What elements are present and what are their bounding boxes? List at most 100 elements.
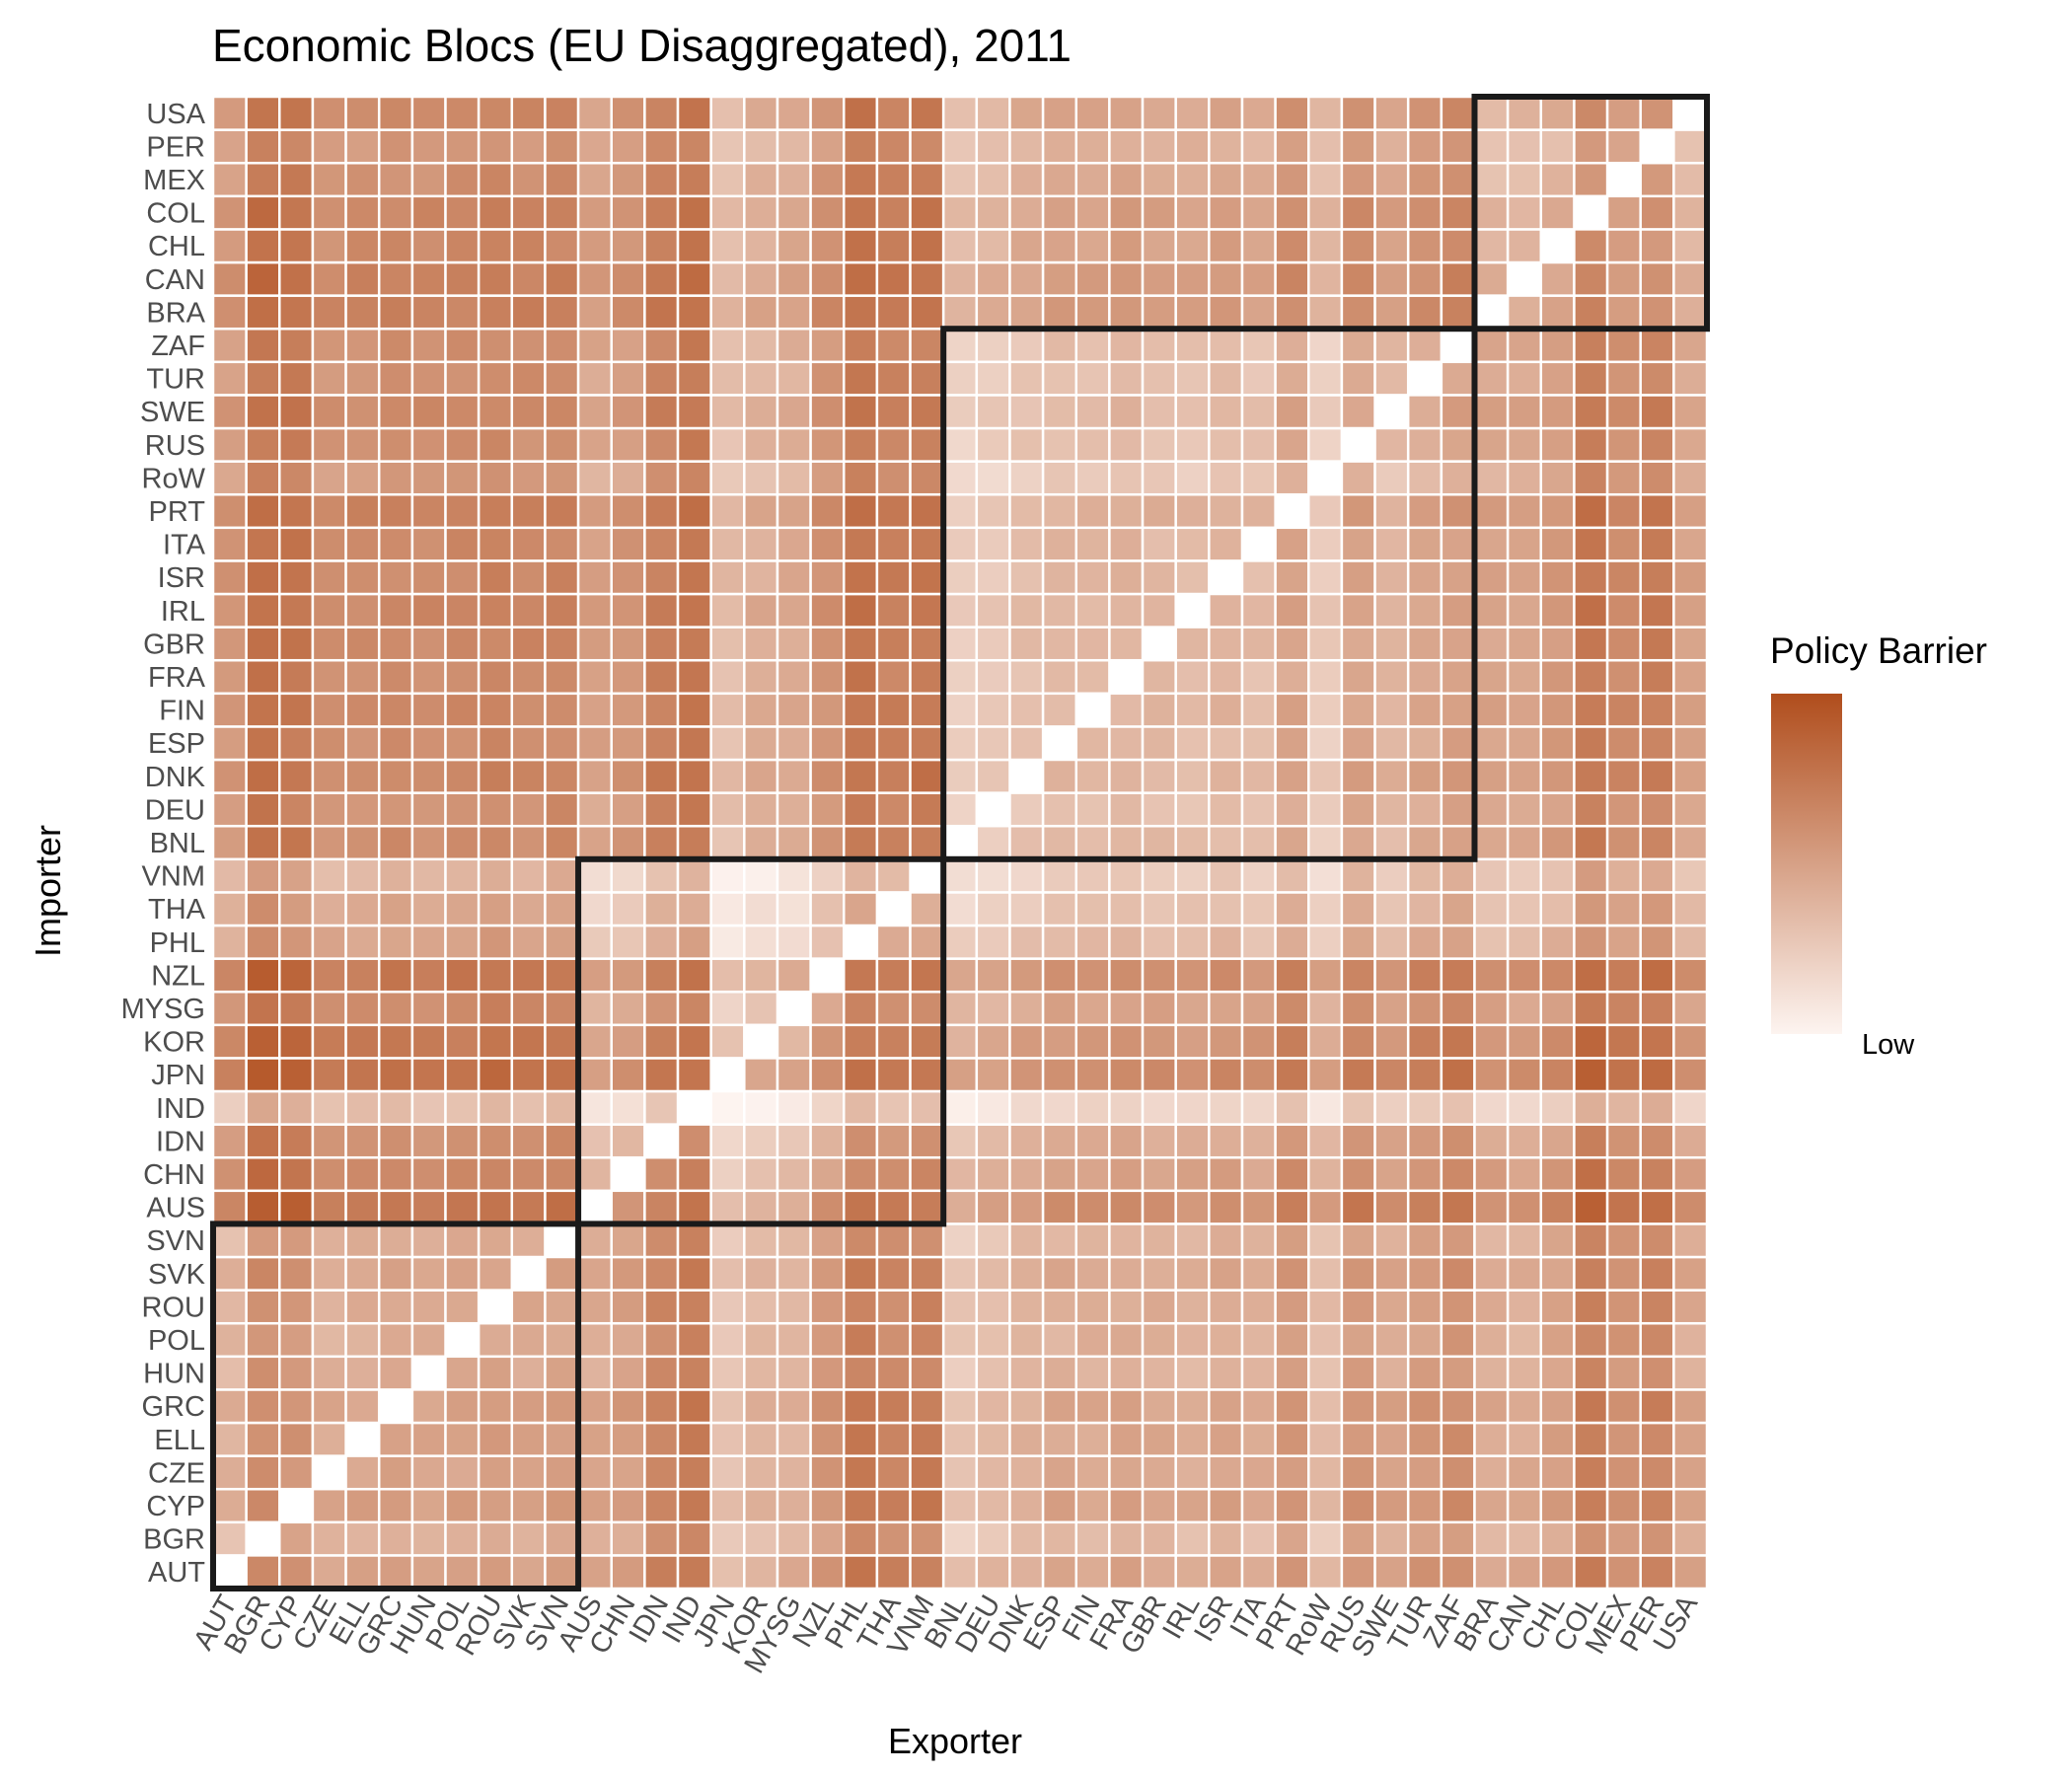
- heatmap-cell: [1041, 327, 1077, 364]
- heatmap-cell: [1373, 360, 1410, 397]
- heatmap-cell: [975, 128, 1011, 165]
- heatmap-cell: [909, 460, 945, 496]
- heatmap-cell: [1639, 460, 1675, 496]
- heatmap-cell: [1539, 1189, 1576, 1225]
- heatmap-cell: [909, 1089, 945, 1126]
- heatmap-cell: [1639, 725, 1675, 762]
- heatmap-cell: [444, 924, 481, 960]
- heatmap-cell: [444, 360, 481, 397]
- heatmap-cell: [1473, 1189, 1510, 1225]
- heatmap-cell: [444, 128, 481, 165]
- heatmap-cell: [1208, 692, 1244, 728]
- heatmap-cell: [743, 758, 779, 794]
- heatmap-cell: [776, 228, 812, 264]
- heatmap-cell: [1141, 1289, 1177, 1325]
- heatmap-cell: [1074, 1554, 1111, 1591]
- heatmap-cell: [1506, 228, 1543, 264]
- heatmap-cell: [344, 857, 381, 894]
- heatmap-cell: [709, 1155, 746, 1193]
- legend-title: Policy Barrier: [1770, 630, 1987, 671]
- heatmap-cell: [1008, 1487, 1045, 1524]
- heatmap-cell: [1473, 1289, 1510, 1325]
- heatmap-cell: [1406, 1421, 1443, 1457]
- heatmap-cell: [776, 95, 812, 131]
- heatmap-cell: [809, 1123, 846, 1159]
- heatmap-cell: [809, 1255, 846, 1292]
- heatmap-cell: [1605, 1123, 1642, 1159]
- heatmap-cell: [743, 1321, 779, 1359]
- heatmap-cell: [311, 161, 347, 198]
- heatmap-cell: [875, 824, 912, 861]
- heatmap-cell: [676, 161, 712, 198]
- heatmap-cell: [709, 460, 746, 496]
- heatmap-cell: [1340, 626, 1376, 662]
- heatmap-cell: [1506, 294, 1543, 331]
- heatmap-cell: [311, 957, 347, 994]
- heatmap-cell: [1240, 1189, 1277, 1225]
- heatmap-cell: [1340, 228, 1376, 264]
- heatmap-cell: [1041, 559, 1077, 596]
- heatmap-cell: [1240, 327, 1277, 364]
- heatmap-cell: [941, 559, 979, 596]
- heatmap-cell: [544, 1155, 580, 1193]
- heatmap-cell: [909, 791, 945, 828]
- heatmap-cell: [875, 1520, 912, 1557]
- heatmap-cell: [1340, 1454, 1376, 1491]
- heatmap-cell: [1373, 592, 1410, 629]
- heatmap-cell: [1008, 924, 1045, 960]
- heatmap-cell: [1240, 791, 1277, 828]
- heatmap-cell: [875, 95, 912, 131]
- heatmap-cell: [245, 1321, 281, 1359]
- heatmap-cell: [1605, 1421, 1642, 1457]
- heatmap-cell: [809, 758, 846, 794]
- heatmap-cell: [1108, 1487, 1145, 1524]
- heatmap-cell: [278, 161, 315, 198]
- heatmap-cell: [776, 1421, 812, 1457]
- heatmap-cell: [1208, 1089, 1244, 1126]
- y-tick-label: RoW: [142, 463, 206, 494]
- heatmap-cell: [941, 294, 979, 331]
- heatmap-cell: [377, 1421, 414, 1457]
- y-tick-label: ELL: [154, 1425, 205, 1456]
- heatmap-cell: [344, 394, 381, 430]
- bloc-outlines: [210, 94, 1710, 1592]
- heatmap-cell: [809, 492, 846, 530]
- heatmap-cell: [1406, 128, 1443, 165]
- heatmap-cell: [245, 758, 281, 794]
- heatmap-cell: [1406, 228, 1443, 264]
- heatmap-cell: [1440, 1388, 1476, 1425]
- heatmap-cell: [1473, 658, 1510, 696]
- heatmap-cell: [1373, 128, 1410, 165]
- heatmap-cell: [510, 758, 547, 794]
- heatmap-cell: [1473, 1421, 1510, 1457]
- heatmap-cell: [875, 161, 912, 198]
- heatmap-cell: [1274, 294, 1310, 331]
- heatmap-cell: [410, 1057, 447, 1093]
- heatmap-cell: [510, 1023, 547, 1060]
- heatmap-cell: [1074, 857, 1111, 894]
- heatmap-cell: [1473, 592, 1510, 629]
- heatmap-cell: [1340, 460, 1376, 496]
- heatmap-cell: [344, 1355, 381, 1391]
- heatmap-cell: [610, 1189, 646, 1225]
- heatmap-cell: [1074, 260, 1111, 297]
- heatmap-cell: [743, 824, 779, 861]
- heatmap-cell: [477, 957, 514, 994]
- heatmap-cell: [544, 426, 580, 463]
- heatmap-cell: [1074, 1321, 1111, 1359]
- heatmap-cell: [1108, 1255, 1145, 1292]
- heatmap-cell: [444, 1388, 481, 1425]
- heatmap-cell: [1573, 1155, 1609, 1193]
- heatmap-cell: [1473, 260, 1510, 297]
- heatmap-cell: [610, 492, 646, 530]
- heatmap-cell: [1506, 1388, 1543, 1425]
- heatmap-cell: [643, 1487, 680, 1524]
- heatmap-cell: [211, 990, 248, 1027]
- heatmap-cell: [278, 128, 315, 165]
- heatmap-cell: [1041, 294, 1077, 331]
- heatmap-cell: [1373, 161, 1410, 198]
- heatmap-cell: [211, 95, 248, 131]
- heatmap-cell: [1141, 294, 1177, 331]
- heatmap-cell: [1274, 1123, 1310, 1159]
- heatmap-cell: [709, 891, 746, 927]
